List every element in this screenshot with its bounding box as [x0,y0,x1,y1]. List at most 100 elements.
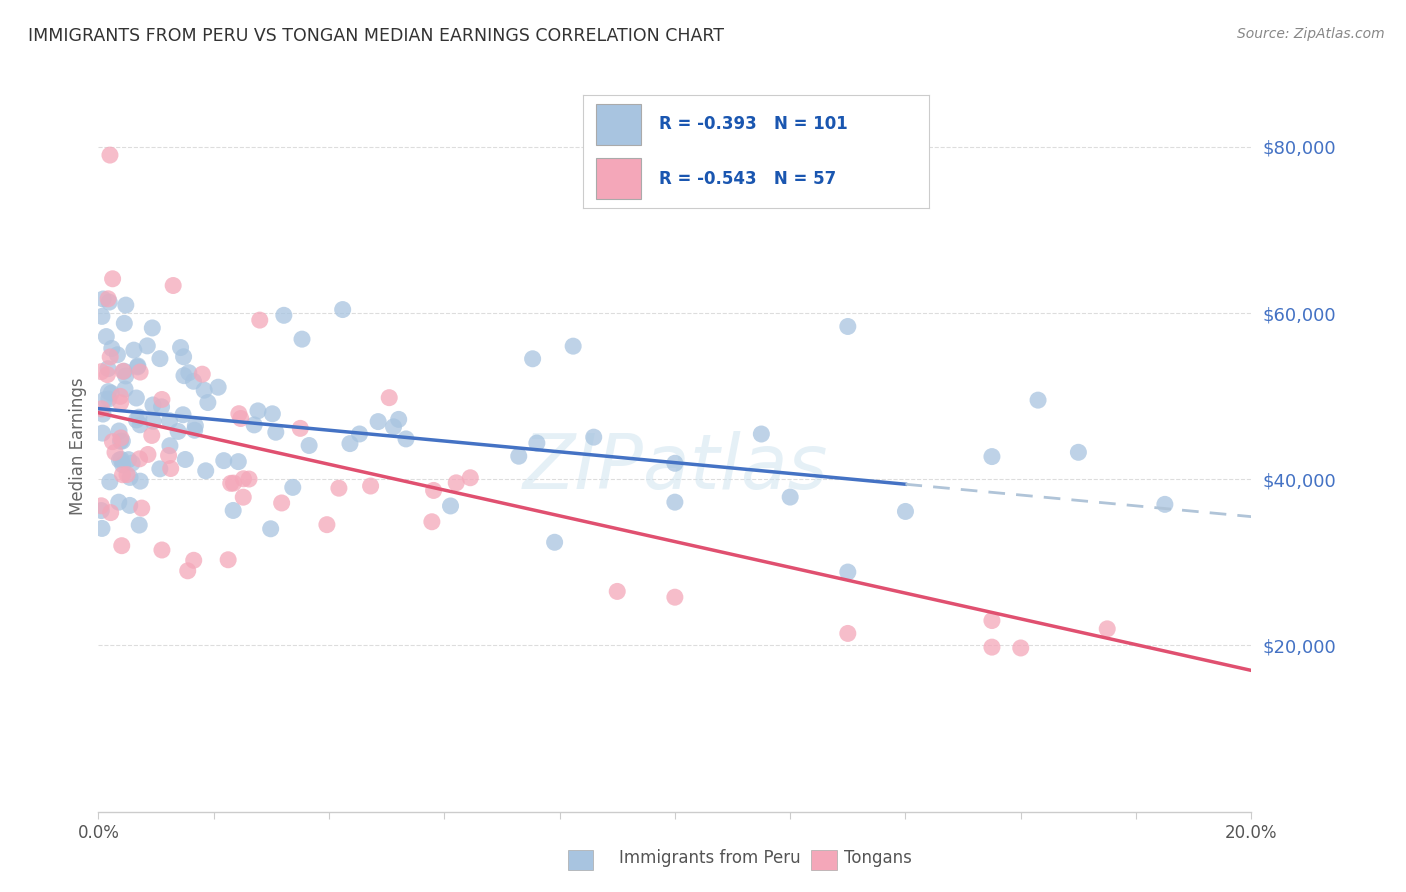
Point [439,499,461,513]
Point [243,417,266,432]
Text: ZIPatlas: ZIPatlas [522,431,828,505]
Point [422,483,444,498]
Point [228,407,250,421]
Point [159,414,181,428]
Point [332,302,354,317]
Point [249,313,271,327]
Point [96,329,118,343]
Point [526,436,548,450]
Point [101,272,124,286]
Point [108,453,131,467]
Point [90,310,112,324]
Point [273,308,295,322]
Point [91,521,114,535]
Point [97,361,120,376]
Point [339,436,361,450]
Point [262,407,284,421]
Point [444,475,467,490]
Point [894,504,917,518]
Point [112,316,135,330]
Point [111,467,134,482]
Point [93,392,115,407]
Point [981,614,1004,628]
Point [159,461,181,475]
Point [316,517,339,532]
Point [1154,497,1177,511]
Point [122,343,145,358]
Point [212,453,235,467]
Point [779,490,801,504]
Point [264,425,287,440]
Point [664,591,686,605]
Point [183,423,205,437]
Text: Tongans: Tongans [844,849,911,867]
Point [664,456,686,470]
Point [90,499,112,513]
Point [238,472,260,486]
Point [149,351,172,366]
Point [120,470,142,484]
Point [114,298,136,312]
Point [522,351,544,366]
Point [184,418,207,433]
Point [508,449,530,463]
Point [177,564,200,578]
Point [1067,445,1090,459]
Y-axis label: Median Earnings: Median Earnings [69,377,87,515]
Point [125,413,148,427]
Point [281,480,304,494]
Point [91,407,114,421]
Point [1010,640,1032,655]
Point [150,543,173,558]
Point [183,553,205,567]
Point [150,392,173,407]
Point [114,382,136,396]
Point [191,367,214,381]
Point [111,434,134,449]
Point [582,430,605,444]
Point [420,515,443,529]
Point [91,292,114,306]
Point [128,451,150,466]
Point [97,384,120,399]
Point [382,419,405,434]
Point [194,464,217,478]
Point [110,452,132,467]
Point [229,411,252,425]
Point [97,392,120,406]
Point [183,374,205,388]
Point [543,535,565,549]
Point [117,452,139,467]
Point [100,386,122,401]
Point [98,295,121,310]
Point [98,475,121,489]
Point [197,395,219,409]
Point [104,445,127,459]
Point [98,350,121,364]
Point [172,408,194,422]
Point [298,438,321,452]
Point [115,467,138,482]
Point [169,341,191,355]
Point [111,458,134,472]
Point [129,365,152,379]
Point [149,462,172,476]
Point [1026,393,1049,408]
Point [98,148,121,162]
Point [219,476,242,491]
Point [112,364,135,378]
Point [107,348,129,362]
Point [207,380,229,394]
Point [107,495,129,509]
Point [108,424,131,438]
Point [270,496,292,510]
Point [981,640,1004,654]
Point [112,364,135,378]
Point [136,447,159,461]
Point [664,495,686,509]
Point [142,398,165,412]
Point [111,539,134,553]
Point [167,425,190,439]
Point [173,368,195,383]
Point [378,391,401,405]
